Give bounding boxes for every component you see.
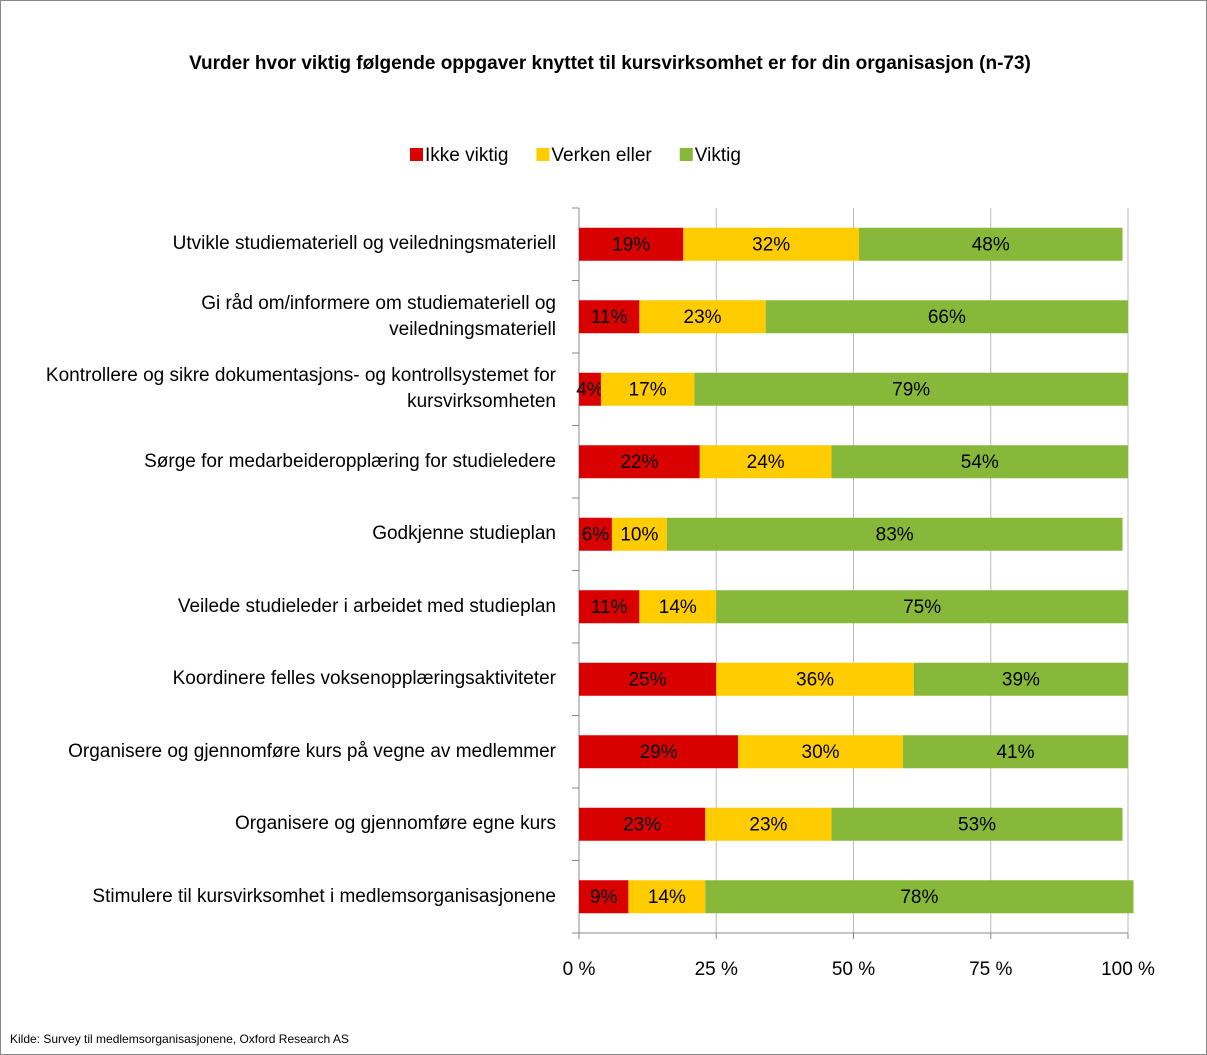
data-label: 32% (752, 234, 790, 255)
legend-label: Verken eller (551, 145, 652, 166)
y-tick-label: Koordinere felles voksenopplæringsaktivi… (172, 668, 556, 690)
data-label: 19% (612, 234, 650, 255)
x-tick-label: 50 % (832, 959, 875, 980)
data-label: 22% (620, 452, 658, 473)
y-tick-label: Kontrollere og sikre dokumentasjons- og … (45, 365, 556, 413)
x-tick-label: 100 % (1101, 959, 1155, 980)
chart-title: Vurder hvor viktig følgende oppgaver kny… (189, 53, 1031, 74)
bar-segment (716, 590, 1128, 624)
bar-segment (831, 445, 1128, 479)
data-label: 36% (796, 669, 834, 690)
bar-segment (858, 227, 1123, 261)
legend-swatch (679, 148, 693, 161)
x-tick-label: 75 % (969, 959, 1012, 980)
bar-segment (765, 300, 1128, 334)
bar-segment (913, 662, 1128, 696)
bar-segment (579, 227, 684, 261)
bar-segment (579, 372, 601, 406)
data-label: 11% (591, 597, 628, 618)
x-tick-label: 0 % (563, 959, 596, 980)
data-label: 25% (629, 669, 667, 690)
y-tick-label: Sørge for medarbeideropplæring for studi… (144, 450, 556, 472)
data-label: 23% (623, 814, 661, 835)
y-tick-label: Organisere og gjennomføre kurs på vegne … (68, 740, 556, 762)
y-tick-label: Veilede studieleder i arbeidet med studi… (177, 595, 556, 617)
bar-segment (705, 807, 832, 841)
legend-swatch (410, 148, 423, 161)
bar-segment (579, 735, 739, 769)
legend-swatch (536, 148, 550, 161)
bar-segment (579, 517, 612, 551)
bar-segment (628, 880, 706, 914)
bar-segment (579, 880, 629, 914)
data-label: 29% (640, 742, 678, 763)
data-label: 6% (582, 524, 610, 545)
legend-label: Viktig (695, 145, 741, 166)
bar-segment (579, 300, 640, 334)
data-label: 23% (749, 814, 787, 835)
bar-segment (579, 590, 640, 624)
bar-segment (639, 590, 717, 624)
data-label: 24% (747, 452, 785, 473)
bar-segment (579, 807, 706, 841)
data-label: 78% (900, 887, 938, 908)
data-label: 4% (576, 379, 604, 400)
legend-label: Ikke viktig (425, 145, 508, 166)
data-label: 75% (903, 597, 941, 618)
y-tick-label: Utvikle studiemateriell og veiledningsma… (172, 233, 556, 255)
data-label: 53% (958, 814, 996, 835)
data-label: 54% (961, 452, 999, 473)
data-label: 17% (629, 379, 667, 400)
data-label: 11% (591, 307, 628, 328)
y-tick-label: Gi råd om/informere om studiemateriell o… (201, 292, 556, 340)
data-label: 9% (590, 887, 618, 908)
x-tick-label: 25 % (695, 959, 738, 980)
bar-segment (716, 662, 914, 696)
bar-segment (579, 662, 717, 696)
bar-segment (902, 735, 1128, 769)
bar-segment (694, 372, 1128, 406)
bar-segment (738, 735, 903, 769)
data-label: 83% (876, 524, 914, 545)
data-label: 23% (684, 307, 722, 328)
data-label: 48% (972, 234, 1010, 255)
data-label: 41% (996, 742, 1034, 763)
source-note: Kilde: Survey til medlemsorganisasjonene… (10, 1032, 349, 1046)
data-label: 39% (1002, 669, 1040, 690)
bar-segment (683, 227, 859, 261)
y-tick-label: Godkjenne studieplan (372, 523, 556, 545)
bar-segment (831, 807, 1123, 841)
data-label: 14% (648, 887, 686, 908)
bar-segment (699, 445, 832, 479)
bar-segment (639, 300, 766, 334)
data-label: 79% (892, 379, 930, 400)
bar-segment (705, 880, 1134, 914)
y-tick-label: Stimulere til kursvirksomhet i medlemsor… (92, 885, 556, 907)
data-label: 14% (659, 597, 697, 618)
data-label: 30% (802, 742, 840, 763)
data-label: 10% (620, 524, 658, 545)
bar-segment (600, 372, 695, 406)
bar-segment (611, 517, 667, 551)
data-label: 66% (928, 307, 966, 328)
y-tick-label: Organisere og gjennomføre egne kurs (234, 813, 556, 835)
bar-segment (579, 445, 700, 479)
bar-segment (666, 517, 1123, 551)
